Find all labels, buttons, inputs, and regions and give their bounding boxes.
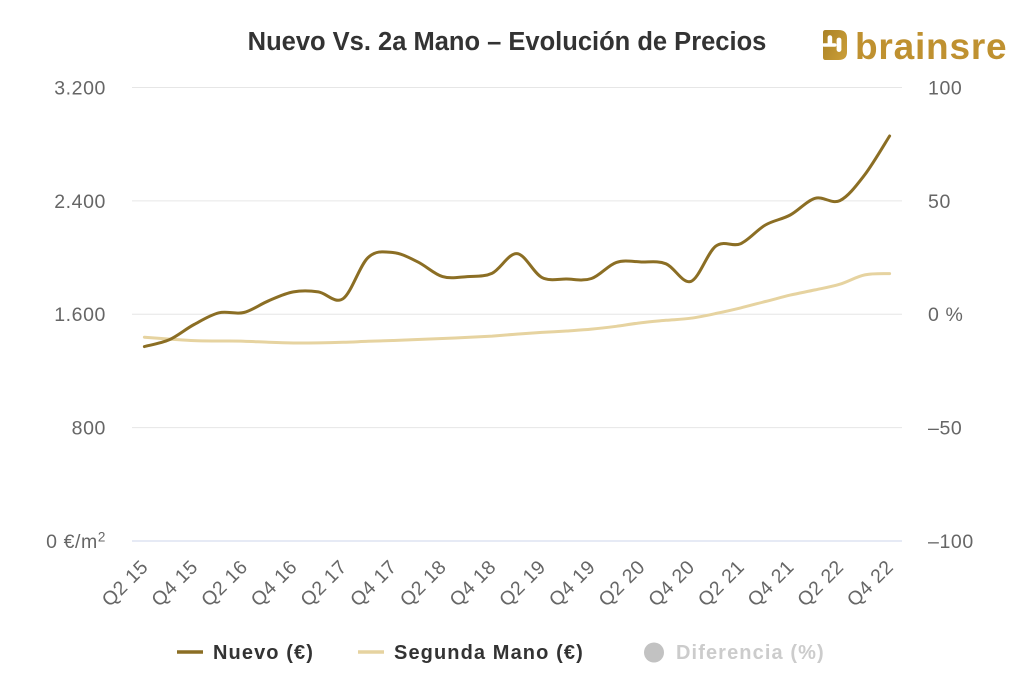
svg-text:–50: –50 [928,418,962,440]
svg-text:Nuevo (€): Nuevo (€) [213,642,314,664]
svg-text:800: 800 [72,418,106,440]
svg-text:Nuevo Vs. 2a Mano – Evolución: Nuevo Vs. 2a Mano – Evolución de Precios [248,28,767,56]
svg-text:brainsre: brainsre [855,26,1007,67]
svg-text:0 %: 0 % [928,304,963,326]
svg-text:Diferencia (%): Diferencia (%) [676,642,825,664]
svg-text:Segunda Mano (€): Segunda Mano (€) [394,642,584,664]
svg-text:1.600: 1.600 [54,304,106,326]
svg-text:–100: –100 [928,531,974,553]
svg-text:100: 100 [928,78,962,100]
svg-text:2.400: 2.400 [54,191,106,213]
svg-text:0 €/m2: 0 €/m2 [46,530,106,554]
svg-text:3.200: 3.200 [54,78,106,100]
svg-text:50: 50 [928,191,951,213]
